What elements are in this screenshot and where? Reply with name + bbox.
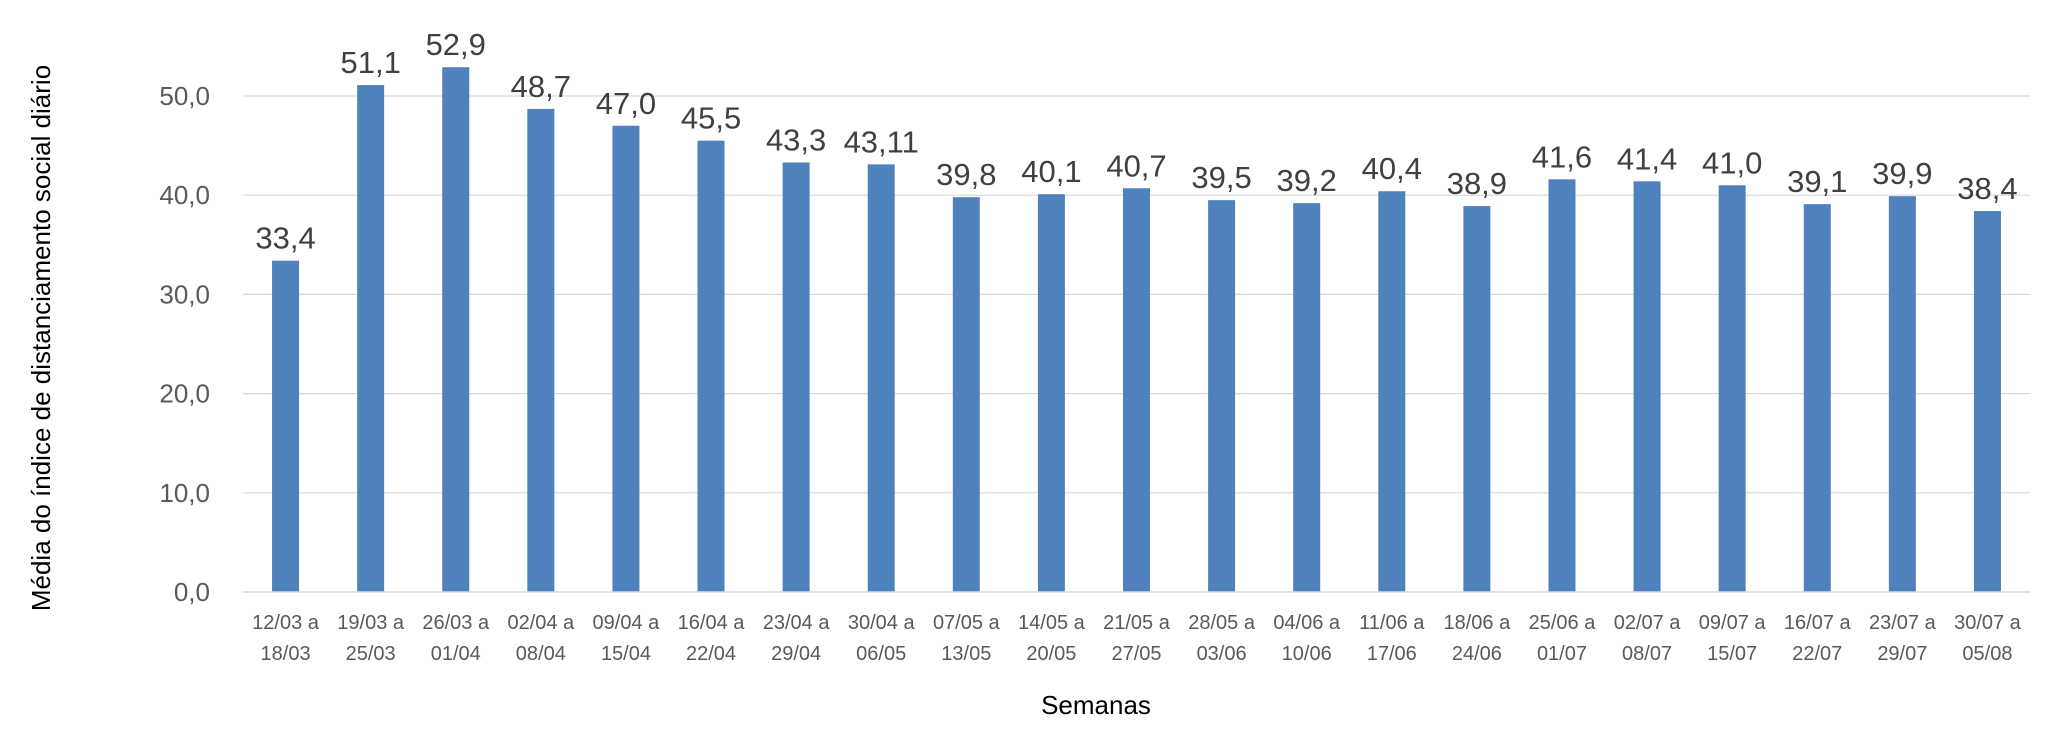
y-tick-label: 0,0 [174,577,210,607]
y-tick-label: 40,0 [159,180,210,210]
bar [867,164,895,592]
bar [1378,191,1406,592]
bar [1888,196,1916,592]
x-tick-label: 17/06 [1367,643,1417,665]
data-label: 52,9 [426,27,486,62]
x-tick-label: 14/05 a [1018,612,1086,634]
x-tick-label: 09/04 a [593,612,661,634]
y-axis-ticks: 0,0 10,0 20,0 30,0 40,0 50,0 [159,81,210,607]
data-label: 51,1 [340,45,400,80]
x-axis-ticks: 12/03 a 18/03 19/03 a 25/03 26/03 a 01/04 02/0… [252,612,2022,665]
x-tick-label: 20/05 [1026,643,1076,665]
data-label: 33,4 [255,221,315,256]
bar [1293,203,1321,593]
bar [1037,194,1065,592]
x-tick-label: 05/08 [1962,643,2012,665]
data-label: 38,4 [1957,171,2017,206]
data-label: 43,11 [844,124,919,159]
data-label: 40,4 [1362,151,1422,186]
y-tick-label: 50,0 [159,81,210,111]
x-tick-label: 04/06 a [1273,612,1341,634]
bar [1718,185,1746,592]
x-tick-label: 03/06 [1197,643,1247,665]
x-tick-label: 26/03 a [422,612,490,634]
x-tick-label: 13/05 [941,643,991,665]
x-tick-label: 30/07 a [1954,612,2022,634]
x-tick-label: 11/06 a [1359,612,1425,634]
x-tick-label: 09/07 a [1699,612,1767,634]
x-tick-label: 18/03 [261,643,311,665]
x-tick-label: 21/05 a [1103,612,1171,634]
x-tick-label: 27/05 [1111,643,1161,665]
x-tick-label: 12/03 a [252,612,320,634]
data-label: 43,3 [766,122,826,157]
x-tick-label: 22/04 [686,643,736,665]
x-tick-label: 25/03 [346,643,396,665]
x-tick-label: 23/04 a [763,612,831,634]
x-tick-label: 23/07 a [1869,612,1937,634]
x-tick-label: 25/06 a [1529,612,1597,634]
y-tick-label: 20,0 [159,379,210,409]
x-tick-label: 30/04 a [848,612,916,634]
bar [442,67,470,593]
x-tick-label: 01/07 [1537,643,1587,665]
x-tick-label: 16/04 a [678,612,746,634]
bar [1463,206,1491,592]
bar [697,140,725,592]
data-label: 39,1 [1787,164,1847,199]
x-tick-label: 02/07 a [1614,612,1682,634]
x-tick-label: 29/07 [1877,643,1927,665]
data-label: 40,1 [1021,154,1081,189]
x-tick-label: 29/04 [771,643,821,665]
bar [272,260,300,592]
x-tick-label: 02/04 a [507,612,575,634]
bar [782,162,810,593]
data-label: 45,5 [681,101,741,136]
x-tick-label: 07/05 a [933,612,1001,634]
bar [1123,188,1150,593]
data-label: 39,8 [936,157,996,192]
bar [952,197,980,592]
bar [1803,204,1831,593]
x-axis-title: Semanas [1041,690,1151,720]
bar [1633,181,1661,592]
x-tick-label: 01/04 [431,643,481,665]
y-tick-label: 10,0 [159,478,210,508]
x-tick-label: 06/05 [856,643,906,665]
data-label: 47,0 [596,86,656,121]
data-label: 41,4 [1617,141,1677,176]
data-label: 40,7 [1106,148,1166,183]
y-tick-label: 30,0 [159,279,210,309]
x-tick-label: 16/07 a [1784,612,1852,634]
x-tick-label: 18/06 a [1444,612,1512,634]
x-tick-label: 10/06 [1282,643,1332,665]
x-tick-label: 28/05 a [1188,612,1256,634]
bar [1973,211,2001,592]
data-label: 41,6 [1532,139,1592,174]
bar [1548,179,1576,592]
data-label: 41,0 [1702,145,1762,180]
bar [357,85,385,592]
bar [612,125,640,592]
data-label: 39,5 [1191,160,1251,195]
x-tick-label: 08/07 [1622,643,1672,665]
x-tick-label: 15/04 [601,643,651,665]
data-label: 48,7 [511,69,571,104]
y-axis-title: Média do índice de distanciamento social… [26,65,56,611]
x-tick-label: 22/07 [1792,643,1842,665]
bar [1208,200,1236,592]
bars [272,67,2001,593]
x-tick-label: 15/07 [1707,643,1757,665]
x-tick-label: 24/06 [1452,643,1502,665]
data-label: 38,9 [1447,166,1507,201]
data-labels: 33,4 51,1 52,9 48,7 47,0 45,5 43,3 43,11 39,8 40,… [255,27,2017,255]
data-label: 39,2 [1277,163,1337,198]
x-tick-label: 08/04 [516,643,566,665]
x-tick-label: 19/03 a [337,612,405,634]
data-label: 39,9 [1872,156,1932,191]
bar [527,108,555,592]
